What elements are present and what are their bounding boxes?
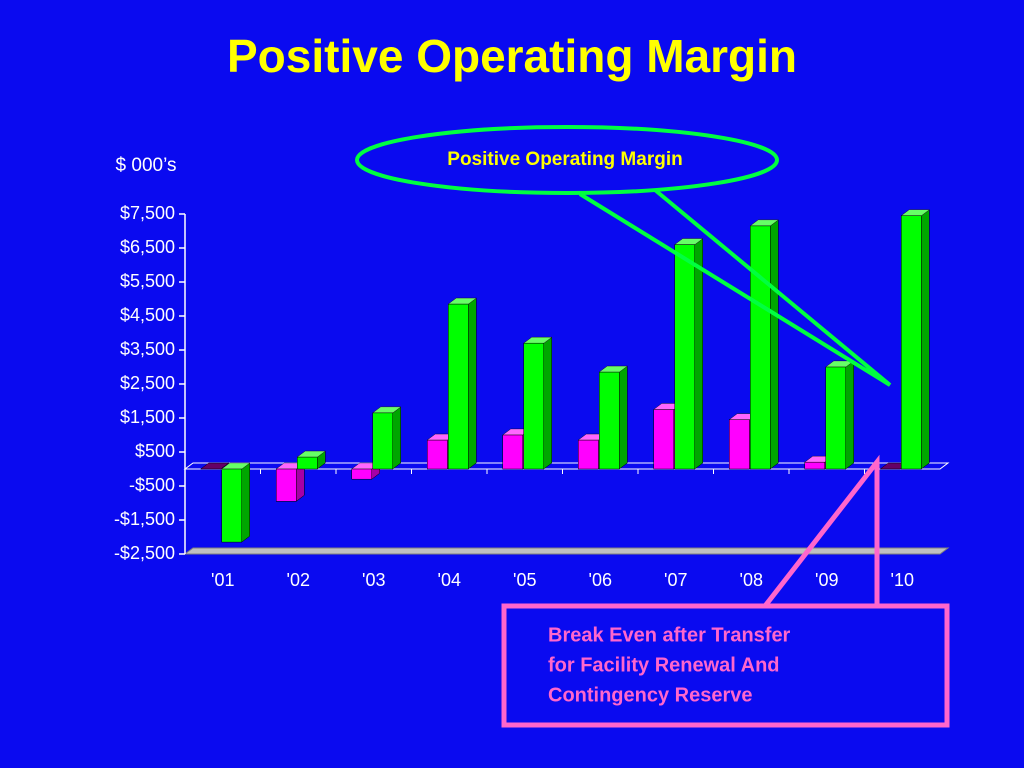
bar-top-shade: [523, 337, 552, 344]
bar-top-shade: [674, 238, 703, 245]
callout-text: Contingency Reserve: [548, 684, 753, 706]
floor: [183, 547, 950, 555]
bar: [297, 456, 318, 470]
x-tick-label: '03: [362, 570, 385, 590]
bar-side-shade: [468, 298, 477, 469]
bar-side-shade: [845, 361, 854, 469]
bar: [825, 366, 846, 470]
x-tick-label: '02: [287, 570, 310, 590]
y-tick-label: $4,500: [120, 305, 175, 325]
y-tick-label: $1,500: [120, 407, 175, 427]
y-tick-label: $500: [135, 441, 175, 461]
x-tick-label: '05: [513, 570, 536, 590]
bar: [448, 303, 469, 470]
y-axis-label: $ 000’s: [116, 155, 177, 176]
bar-top-shade: [448, 298, 477, 305]
plot-area: $7,500 $6,500 $5,500 $4,500 $3,500 $2,500 $1,5…: [114, 203, 950, 590]
y-tick-label: -$2,500: [114, 543, 175, 563]
bar-side-shade: [619, 366, 628, 469]
callout-box: [501, 603, 950, 728]
callout-pointer: [763, 454, 880, 608]
bar: [674, 244, 695, 470]
x-tick-label: '07: [664, 570, 687, 590]
bar-top-shade: [372, 406, 401, 413]
y-tick-label: $3,500: [120, 339, 175, 359]
bar-side-shade: [921, 209, 930, 469]
chart-title: Positive Operating Margin: [227, 30, 797, 82]
callout-text: Positive Operating Margin: [447, 149, 682, 170]
y-tick-label: -$1,500: [114, 509, 175, 529]
bar: [523, 342, 544, 470]
bar: [729, 419, 750, 470]
y-tick-label: $2,500: [120, 373, 175, 393]
bar-top-shade: [901, 209, 930, 216]
bar-side-shade: [317, 451, 326, 469]
bar-top-shade: [221, 463, 250, 469]
bar: [804, 461, 825, 470]
bar: [599, 371, 620, 470]
bar: [221, 468, 242, 543]
y-tick-label: $5,500: [120, 271, 175, 291]
bar-side-shade: [296, 463, 305, 502]
bar-side-shade: [694, 238, 703, 469]
bar: [427, 439, 448, 470]
bar: [372, 412, 393, 470]
x-tick-label: '04: [438, 570, 461, 590]
x-tick-label: '08: [740, 570, 763, 590]
bar: [351, 468, 372, 480]
callout-pointer: [578, 188, 892, 387]
callout-text: Break Even after Transfer: [548, 624, 791, 646]
callout-text: for Facility Renewal And: [548, 654, 780, 676]
bar-top-shade: [200, 463, 229, 469]
y-tick-label: $6,500: [120, 237, 175, 257]
bar-top-shade: [297, 451, 326, 458]
bar: [578, 439, 599, 470]
x-tick-label: '01: [211, 570, 234, 590]
bar: [502, 434, 523, 470]
bar: [276, 468, 297, 502]
x-tick-label: '09: [815, 570, 838, 590]
bar-side-shade: [770, 219, 779, 469]
bar-side-shade: [241, 463, 250, 543]
callout-ellipse: [355, 125, 779, 195]
bar: [901, 215, 922, 470]
bar-top-shade: [750, 219, 779, 226]
x-tick-label: '10: [891, 570, 914, 590]
bar-side-shade: [543, 337, 552, 469]
bar-side-shade: [392, 406, 401, 469]
bar-top-shade: [825, 361, 854, 367]
y-tick-label: -$500: [129, 475, 175, 495]
x-tick-label: '06: [589, 570, 612, 590]
bar: [653, 409, 674, 470]
bar-top-shade: [599, 366, 628, 373]
y-tick-label: $7,500: [120, 203, 175, 223]
bar: [750, 225, 771, 470]
